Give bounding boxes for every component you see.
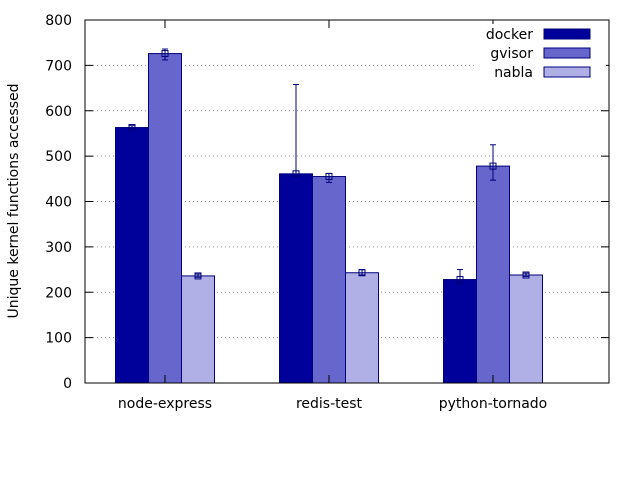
mean-marker <box>522 271 530 279</box>
y-axis-label: Unique kernel functions accessed <box>6 84 22 319</box>
legend-swatch-gvisor <box>543 47 591 59</box>
bar-nabla <box>509 274 543 384</box>
bar-docker <box>279 173 313 384</box>
legend: docker gvisor nabla <box>476 24 606 82</box>
bar-docker <box>443 279 477 384</box>
x-tick-label: python-tornado <box>439 396 548 412</box>
y-tick-label: 0 <box>63 376 72 392</box>
mean-marker <box>489 162 497 170</box>
bar-gvisor <box>476 165 510 384</box>
mean-marker <box>292 170 300 178</box>
mean-marker <box>161 50 169 58</box>
mean-marker <box>325 173 333 181</box>
y-tick-label: 300 <box>45 240 72 256</box>
mean-marker <box>194 272 202 280</box>
mean-marker <box>358 269 366 277</box>
mean-marker <box>456 276 464 284</box>
legend-label-docker: docker <box>486 27 533 43</box>
y-tick-label: 800 <box>45 13 72 29</box>
x-axis-ticks: node-express redis-test python-tornado <box>118 20 547 412</box>
bar-nabla <box>181 275 215 384</box>
legend-swatch-nabla <box>543 66 591 78</box>
y-tick-label: 500 <box>45 149 72 165</box>
bar-gvisor <box>312 176 346 384</box>
legend-label-nabla: nabla <box>494 65 533 81</box>
x-tick-label: redis-test <box>296 396 363 412</box>
y-tick-label: 100 <box>45 331 72 347</box>
bar-docker <box>115 127 149 384</box>
bar-nabla <box>345 272 379 384</box>
y-tick-label: 700 <box>45 58 72 74</box>
mean-marker <box>128 124 136 132</box>
y-axis-ticks: 0 100 200 300 400 500 600 700 800 <box>45 13 609 392</box>
y-tick-label: 400 <box>45 195 72 211</box>
bars <box>115 53 543 384</box>
y-tick-label: 200 <box>45 285 72 301</box>
bar-gvisor <box>148 53 182 384</box>
y-tick-label: 600 <box>45 104 72 120</box>
x-tick-label: node-express <box>118 396 212 412</box>
legend-swatch-docker <box>543 28 591 40</box>
error-bars <box>128 48 530 285</box>
legend-label-gvisor: gvisor <box>490 46 533 62</box>
